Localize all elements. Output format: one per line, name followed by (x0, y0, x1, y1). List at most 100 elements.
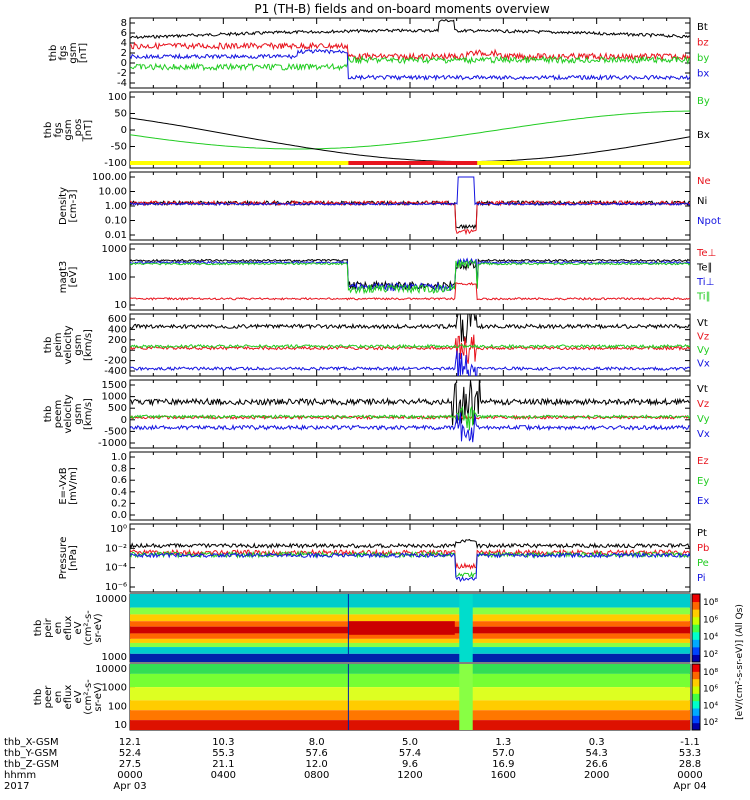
series-ve (130, 380, 690, 443)
y-tick-label: 6 (121, 28, 127, 39)
spectrogram-band (130, 700, 690, 711)
footer-value: 0000 (677, 770, 702, 781)
series-fgs (130, 18, 690, 82)
y-tick-label: 0.0 (111, 510, 127, 521)
y-tick-label: 10⁰ (110, 524, 127, 535)
spectrogram-band (130, 673, 690, 688)
legend-Pt: Pt (697, 528, 707, 539)
legend-bz: bz (697, 38, 709, 49)
y-tick-label: 100 (108, 92, 127, 103)
series-by (130, 55, 690, 72)
y-label-line: gsm (63, 119, 74, 140)
legend-Ti⊥: Ti⊥ (696, 277, 714, 288)
series-Ti-par (130, 259, 690, 295)
series-bx (130, 48, 690, 82)
legend-Vy: Vy (697, 414, 710, 425)
y-label-line: fgs (58, 45, 69, 60)
y-label-line: velocity (63, 325, 74, 364)
y-tick-label: 0.8 (111, 464, 127, 475)
y-label-line: _pos (73, 119, 84, 143)
colorbar-segment (692, 624, 700, 633)
y-label-line: en (53, 691, 64, 704)
spectrogram-band (130, 614, 690, 622)
series-Pb (130, 548, 690, 571)
panel-vi: thb peim velocity gsm [km/s] 6004002000-200-4… (43, 313, 710, 377)
y-tick-label: 10 (114, 300, 127, 311)
series-Vy (130, 405, 690, 431)
colorbar-label: [eV/(cm²-s-sr-eV)] (All Qs) (735, 604, 745, 720)
series-Te-perp (130, 281, 690, 301)
footer-value: 9.6 (402, 759, 418, 770)
footer-value: 16.9 (492, 759, 514, 770)
y-label-line: sr-eV) (93, 682, 104, 711)
legend-Pi: Pi (697, 573, 706, 584)
y-label-line: gsm (73, 403, 84, 424)
y-tick-label: -500 (104, 426, 127, 437)
footer-row-label: thb_Y-GSM (4, 748, 57, 759)
series-Npot (130, 176, 690, 206)
legend-Pb: Pb (697, 543, 709, 554)
legend-Pe: Pe (697, 558, 709, 569)
panel-el_spec: thb peer en eflux eV (cm²-s-sr-eV) 10000 1000 10… (33, 663, 691, 731)
series-Vy (130, 343, 690, 349)
y-tick-label: 10.00 (98, 187, 127, 198)
colorbar-tick: 10⁸ (703, 668, 718, 678)
y-tick-label: 2 (121, 48, 127, 59)
y-axis-label: Density [cm-3] (58, 187, 79, 225)
series-Pt (130, 538, 690, 550)
footer-row-label: hhmm (4, 770, 36, 781)
y-tick-label: -2 (117, 68, 127, 79)
panel-temp: magt3 [eV] 1000 100 10 Te⊥ Te∥ Ti⊥ Ti∥ (58, 243, 716, 311)
spectrogram-band (130, 720, 690, 730)
spectrogram-band (130, 638, 690, 643)
colorbar-segment (692, 708, 700, 716)
series-Vt (130, 380, 690, 426)
panel-pos: thb fgs gsm _pos [nT] 100 50 0 -50 -100 By Bx (43, 91, 710, 169)
plot-title: P1 (TH-B) fields and on-board moments ov… (254, 2, 550, 16)
series-pos (130, 110, 690, 163)
colorbar-tick: 10⁸ (703, 598, 718, 608)
y-tick-label: 0.2 (111, 498, 127, 509)
spectrogram-band (130, 653, 690, 662)
legend-Ez: Ez (697, 456, 709, 467)
y-tick-label: 1000 (102, 683, 127, 694)
legend-bx: bx (697, 69, 709, 80)
mode-bar-red (348, 161, 478, 165)
colorbar-segment (692, 678, 700, 687)
legend-Vt: Vt (697, 384, 708, 395)
legend-Vx: Vx (697, 359, 710, 370)
footer-row-label: thb_Z-GSM (4, 759, 59, 770)
y-tick-label: 10000 (95, 664, 127, 675)
y-tick-label: -50 (111, 142, 127, 153)
colorbars: 10⁸ 10⁶ 10⁴ 10² 10⁸ 10⁶ 10⁴ 10² [eV/(cm²-s-sr-eV… (691, 593, 745, 731)
y-tick-label: 400 (108, 324, 127, 335)
y-tick-label: -100 (104, 158, 127, 169)
footer-value: 8.0 (309, 737, 325, 748)
footer-value: 26.6 (586, 759, 608, 770)
legend-Ne: Ne (697, 176, 711, 187)
footer-value: 0.3 (589, 737, 605, 748)
footer-value: 10.3 (212, 737, 234, 748)
y-label-line: magt3 (58, 261, 69, 294)
y-label-line: Pressure (58, 537, 69, 580)
footer-value: 28.8 (679, 759, 701, 770)
series-el_spec (130, 664, 690, 730)
y-tick-label: 100 (108, 701, 127, 712)
y-label-line: peer (43, 685, 54, 709)
spectrogram-band (130, 664, 690, 674)
y-tick-label: 1000 (102, 244, 127, 255)
y-label-line: (cm²-s- (83, 610, 94, 646)
panel-ve: thb peem velocity gsm [km/s] 150010005000-500… (43, 379, 710, 449)
footer-value: 12.1 (119, 737, 141, 748)
legend-Te⊥: Te⊥ (696, 248, 716, 259)
footer-table: thb_X-GSM 12.1 10.3 8.0 5.0 1.3 0.3 -1.1 thb_Y-G… (4, 737, 707, 792)
panel-frame (129, 313, 691, 377)
footer-value: 1600 (491, 770, 516, 781)
panel-frame (129, 523, 691, 593)
colorbar-frame (691, 663, 701, 731)
y-tick-label: 200 (108, 335, 127, 346)
colorbar-tick: 10² (703, 718, 718, 728)
legend-Bx: Bx (697, 130, 710, 141)
legend-Vz: Vz (697, 399, 709, 410)
